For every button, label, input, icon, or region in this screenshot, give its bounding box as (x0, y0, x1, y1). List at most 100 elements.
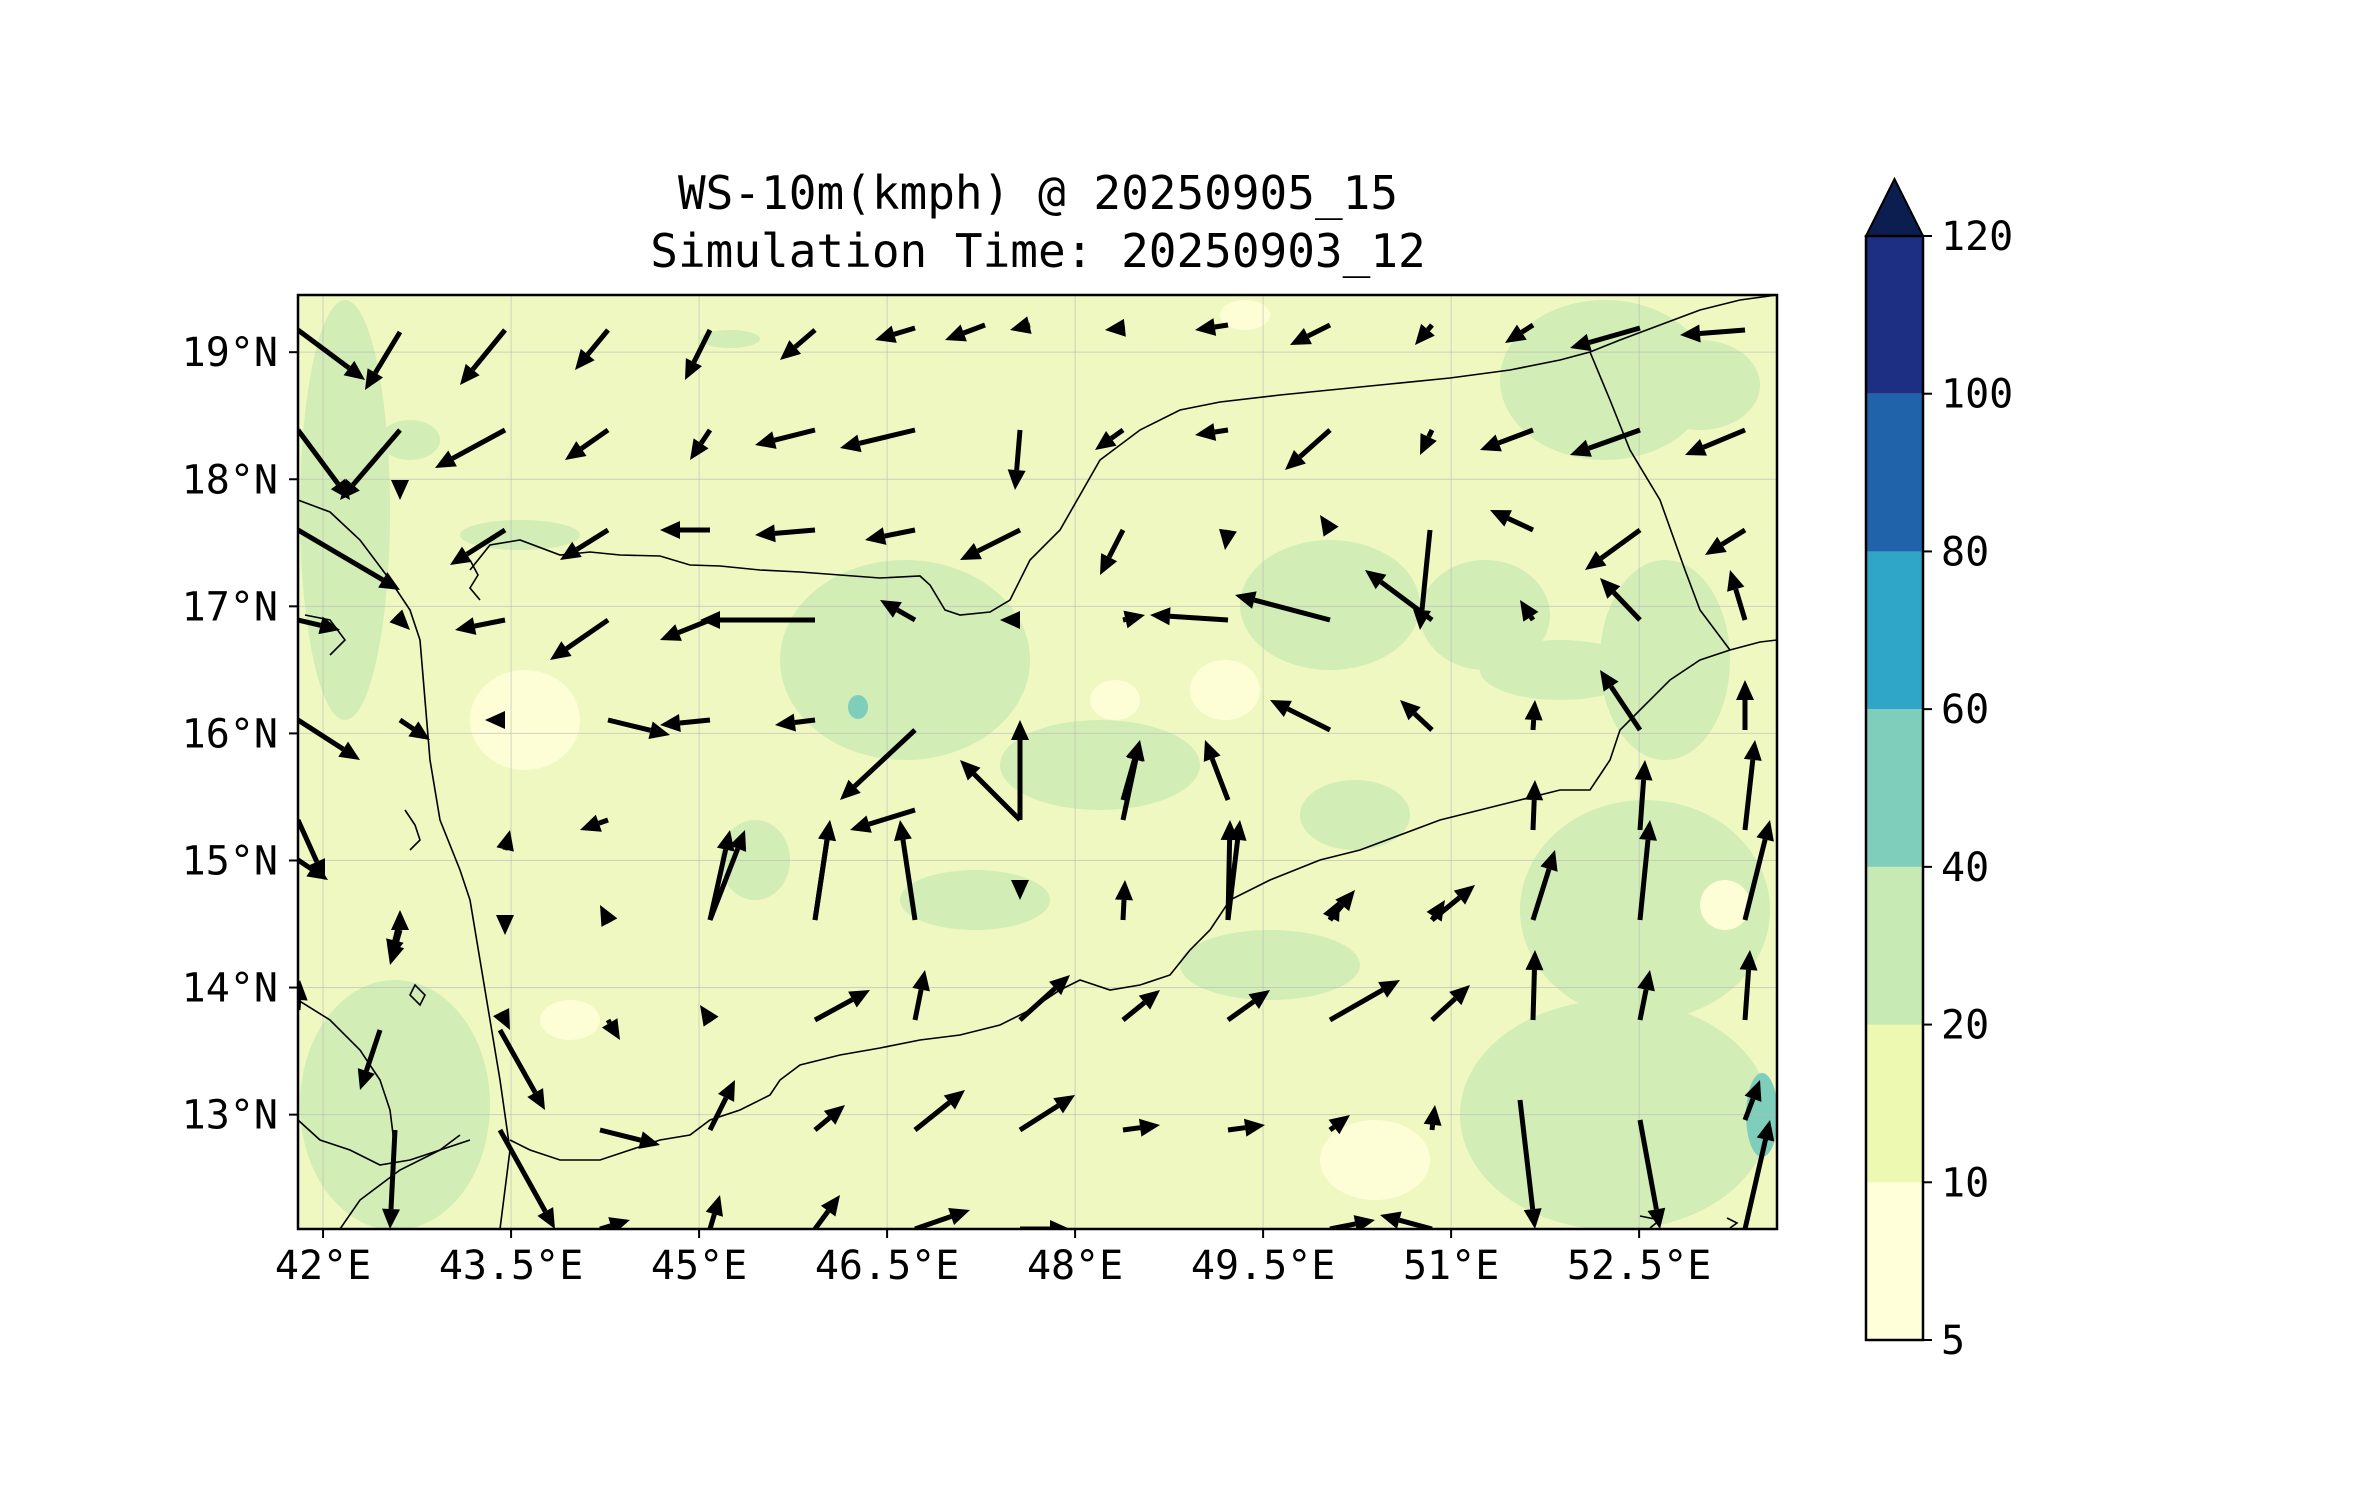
colorbar-tick-label: 120 (1941, 214, 2013, 260)
wind-arrow (1430, 985, 1470, 1022)
colorbar-segment (1866, 393, 1923, 552)
wind-arrow (560, 527, 610, 560)
wind-arrow (1727, 570, 1748, 621)
wind-arrow (1505, 322, 1535, 343)
border-line (339, 1139, 471, 1229)
wind-arrow (1415, 323, 1435, 345)
wind-arrow (298, 527, 400, 590)
wind-arrow (1420, 428, 1437, 455)
border-line (469, 559, 481, 601)
wind-arrow (913, 1090, 965, 1132)
gridlines (298, 295, 1777, 1229)
wind-arrow (1480, 427, 1534, 452)
wind-arrow (600, 905, 618, 927)
wind-arrow (1570, 427, 1641, 457)
wind-arrow (1600, 578, 1642, 622)
wind-arrow (1430, 885, 1475, 922)
lat-tick-label: 19°N (182, 330, 278, 376)
border-line (1729, 639, 1777, 651)
speed-patch (1000, 720, 1200, 810)
colorbar: 5 10 20 40 60 80 100 120 (1864, 176, 2013, 1364)
wind-arrow (1517, 1099, 1542, 1229)
wind-arrow (1634, 760, 1653, 831)
wind-arrow (945, 322, 986, 342)
colorbar-tick-label: 60 (1941, 687, 1989, 733)
speed-patch (1420, 560, 1550, 670)
wind-arrow (391, 480, 409, 500)
wind-arrow (1122, 610, 1145, 629)
wind-arrow (1225, 820, 1247, 921)
wind-arrow (496, 830, 514, 852)
wind-arrow (580, 814, 609, 832)
wind-arrow (1400, 700, 1434, 732)
wind-arrow (914, 1208, 970, 1229)
wind-arrow (1226, 990, 1270, 1023)
speed-patch (1480, 640, 1640, 700)
border-line (1726, 1217, 1739, 1229)
wind-arrow (435, 427, 507, 468)
wind-arrow (601, 1018, 620, 1040)
wind-arrow (1285, 428, 1332, 470)
wind-arrow (575, 328, 610, 370)
colorbar-tick-label: 40 (1941, 845, 1989, 891)
wind-arrow (660, 521, 710, 539)
wind-arrow (840, 728, 917, 800)
wind-arrow (1095, 427, 1125, 450)
wind-arrow (1227, 1118, 1265, 1137)
colorbar-segment (1866, 236, 1923, 394)
wind-arrow (1570, 325, 1641, 352)
wind-arrow (340, 428, 402, 500)
wind-arrow (1328, 980, 1400, 1023)
wind-arrow (812, 1195, 840, 1229)
chart-title-line-2: Simulation Time: 20250903_12 (650, 224, 1426, 278)
lon-tick-label: 48°E (1027, 1243, 1123, 1289)
lon-tick-label: 46.5°E (815, 1243, 960, 1289)
colorbar-tick-label: 80 (1941, 529, 1989, 575)
map-frame (296, 293, 1779, 1231)
wind-arrow (1637, 1119, 1666, 1229)
wind-arrow (875, 325, 916, 343)
colorbar-tick-label: 20 (1941, 1003, 1989, 1049)
wind-arrow (1637, 820, 1657, 921)
colorbar-segment (1866, 866, 1923, 1025)
wind-arrow (1115, 880, 1133, 921)
wind-arrow (1524, 700, 1543, 731)
wind-arrow (865, 527, 916, 545)
wind-arrow (1705, 527, 1747, 555)
wind-arrow (1122, 1118, 1160, 1137)
wind-arrow (1150, 607, 1229, 626)
wind-arrow (1007, 429, 1026, 490)
wind-arrow (1637, 970, 1655, 1021)
wind-arrow (1020, 1220, 1070, 1229)
wind-arrow (485, 711, 505, 729)
speed-patch-high (848, 695, 868, 719)
wind-arrow (1520, 600, 1539, 622)
wind-arrow (1120, 740, 1145, 821)
border-line (469, 295, 1777, 616)
wind-arrow (497, 1128, 555, 1229)
wind-arrow (960, 527, 1022, 560)
speed-patch (1180, 930, 1360, 1000)
speed-patch (300, 980, 490, 1229)
wind-arrow (1680, 324, 1746, 343)
wind-arrow (1530, 850, 1558, 921)
wind-arrow (813, 990, 870, 1023)
wind-arrow (357, 1029, 383, 1090)
wind-arrow (1742, 1120, 1775, 1229)
speed-patch-light (1700, 880, 1750, 930)
wind-arrow (1203, 740, 1231, 801)
colorbar-segment (1866, 551, 1923, 710)
wind-arrow (700, 611, 815, 629)
wind-arrow (1742, 1080, 1762, 1121)
speed-patch-light (1090, 680, 1140, 720)
colorbar-frame (1864, 234, 1925, 1342)
wind-arrow (386, 929, 405, 965)
wind-arrow (450, 527, 507, 565)
lon-tick-label: 45°E (651, 1243, 747, 1289)
wind-arrow (1739, 950, 1758, 1021)
wind-arrow (382, 1129, 400, 1229)
wind-arrow (1525, 780, 1544, 831)
border-line (509, 649, 1731, 1161)
wind-arrow (1018, 975, 1070, 1022)
speed-patch (1640, 340, 1760, 430)
